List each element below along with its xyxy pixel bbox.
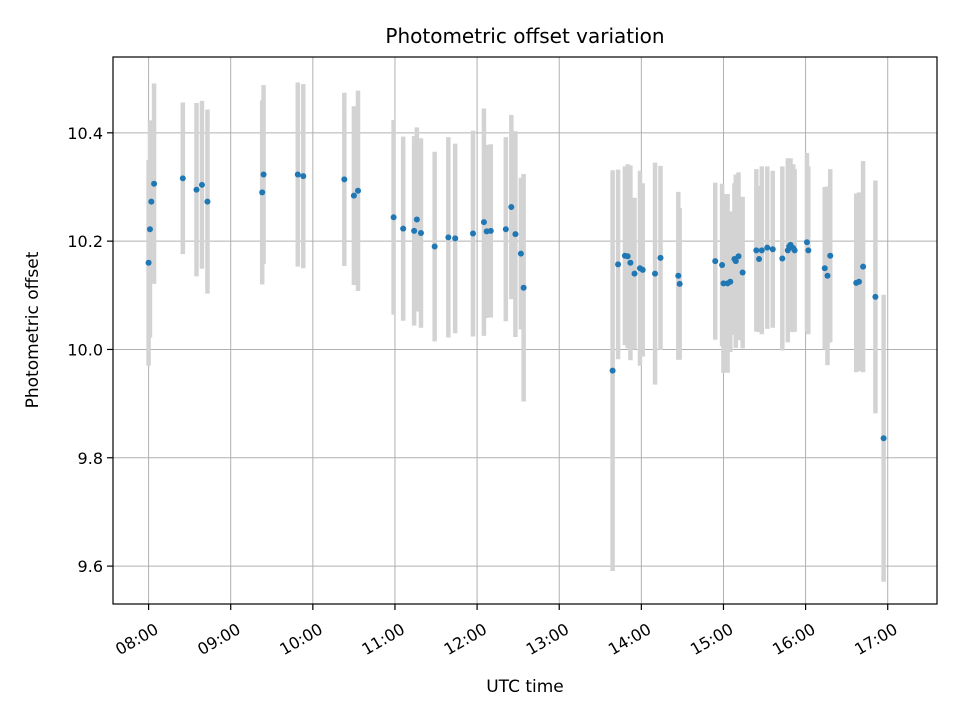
data-point (198, 181, 205, 188)
data-point (860, 263, 867, 270)
data-point (739, 269, 746, 276)
plot-frame (112, 56, 938, 605)
chart-title: Photometric offset variation (385, 24, 664, 48)
data-point (753, 247, 760, 254)
data-point (639, 266, 646, 273)
y-tick-label: 10.0 (67, 340, 103, 359)
data-point (294, 171, 301, 178)
data-point (145, 259, 152, 266)
data-point (779, 255, 786, 262)
data-point (827, 252, 834, 259)
data-point (803, 239, 810, 246)
data-point (193, 186, 200, 193)
data-point (627, 259, 634, 266)
data-point (260, 171, 267, 178)
data-point (508, 204, 515, 211)
data-point (732, 258, 739, 265)
data-point (631, 270, 638, 277)
data-point (355, 187, 362, 194)
data-point (452, 235, 459, 242)
y-axis-ticks: 9.6 9.8 10.0 10.2 10.4 (67, 124, 113, 576)
data-points (145, 171, 887, 442)
data-point (341, 176, 348, 183)
data-point (758, 247, 765, 254)
data-point (469, 230, 476, 237)
data-point (400, 225, 407, 232)
data-point (719, 261, 726, 268)
data-point (720, 280, 727, 287)
y-axis-label: Photometric offset (23, 251, 43, 408)
data-point (502, 226, 509, 233)
data-point (676, 280, 683, 287)
data-point (805, 247, 812, 254)
x-axis-label: UTC time (486, 677, 564, 697)
data-point (350, 192, 357, 199)
data-point (146, 226, 153, 233)
data-point (517, 250, 524, 257)
data-point (756, 256, 763, 263)
data-point (487, 227, 494, 234)
data-point (824, 272, 831, 279)
data-point (204, 198, 211, 205)
y-tick-label: 9.6 (78, 557, 103, 576)
data-point (609, 367, 616, 374)
data-point (445, 234, 452, 241)
data-point (411, 227, 418, 234)
data-point (480, 219, 487, 226)
data-point (791, 247, 798, 254)
data-point (855, 278, 862, 285)
data-point (764, 244, 771, 251)
data-point (615, 261, 622, 268)
y-tick-label: 10.4 (67, 124, 103, 143)
data-point (431, 243, 438, 250)
data-point (652, 270, 659, 277)
data-point (148, 198, 155, 205)
y-tick-label: 9.8 (78, 449, 103, 468)
data-point (727, 278, 734, 285)
data-point (179, 175, 186, 182)
data-point (390, 214, 397, 221)
data-point (300, 173, 307, 180)
data-point (880, 435, 887, 442)
data-point (735, 253, 742, 260)
data-point (520, 284, 527, 291)
data-point (769, 246, 776, 253)
data-point (151, 180, 158, 187)
y-tick-label: 10.2 (67, 232, 103, 251)
data-point (624, 253, 631, 260)
data-point (675, 272, 682, 279)
data-point (417, 230, 424, 237)
data-point (413, 216, 420, 223)
data-point (712, 258, 719, 265)
data-point (512, 231, 519, 238)
data-point (872, 293, 879, 300)
data-point (657, 254, 664, 261)
data-point (259, 189, 266, 196)
data-point (821, 265, 828, 272)
